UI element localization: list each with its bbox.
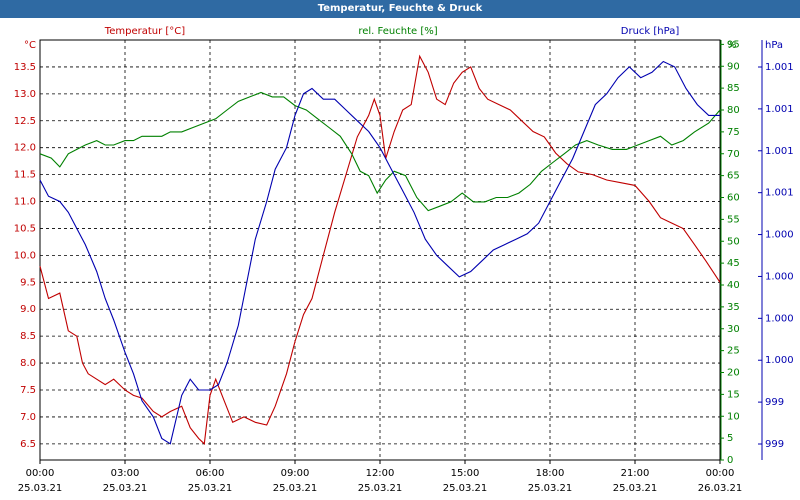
x-tick-time: 00:00	[26, 468, 55, 479]
left-tick-label: 7.0	[20, 412, 36, 423]
left-tick-label: 11.0	[14, 197, 36, 208]
x-tick-date: 25.03.21	[613, 483, 658, 494]
humidity-tick-label: 15	[727, 389, 740, 400]
pressure-tick-label: 1.001	[765, 188, 794, 199]
humidity-tick-label: 85	[727, 83, 740, 94]
left-tick-label: 12.5	[14, 116, 36, 127]
humidity-tick-label: 90	[727, 61, 740, 72]
humidity-tick-label: 80	[727, 105, 740, 116]
pressure-tick-label: 1.000	[765, 230, 794, 241]
left-tick-label: 8.0	[20, 358, 36, 369]
x-tick-time: 15:00	[451, 468, 480, 479]
humidity-tick-label: 40	[727, 280, 740, 291]
humidity-tick-label: 35	[727, 302, 740, 313]
humidity-tick-label: 50	[727, 236, 740, 247]
left-tick-label: 6.5	[20, 439, 36, 450]
left-tick-label: 8.5	[20, 331, 36, 342]
humidity-tick-label: 25	[727, 346, 740, 357]
humidity-tick-label: 60	[727, 193, 740, 204]
temperature-series-line	[39, 54, 721, 445]
humidity-tick-label: 95	[727, 39, 740, 50]
x-tick-date: 25.03.21	[358, 483, 403, 494]
humidity-tick-label: 45	[727, 258, 740, 269]
left-tick-label: 10.0	[14, 250, 36, 261]
left-tick-label: 10.5	[14, 223, 36, 234]
legend-entry: Temperatur [°C]	[104, 26, 185, 37]
axes	[39, 39, 763, 464]
x-tick-time: 09:00	[281, 468, 310, 479]
humidity-tick-label: 0	[727, 455, 733, 466]
x-tick-time: 21:00	[621, 468, 650, 479]
legend-entry: Druck [hPa]	[621, 26, 680, 37]
x-tick-date: 25.03.21	[443, 483, 488, 494]
humidity-axis-unit: %	[727, 40, 737, 51]
x-tick-date: 25.03.21	[188, 483, 233, 494]
x-tick-time: 03:00	[111, 468, 140, 479]
left-tick-label: 13.0	[14, 89, 36, 100]
humidity-tick-label: 30	[727, 324, 740, 335]
left-tick-label: 12.0	[14, 143, 36, 154]
x-tick-date: 25.03.21	[18, 483, 63, 494]
tick-labels: 6.5 7.0 7.5 8.0 8.5 9.0 9.5 10.0 10.5 11.0 11.5 12.…	[14, 26, 794, 494]
plot-frame	[39, 39, 721, 461]
x-tick-time: 18:00	[536, 468, 565, 479]
left-tick-label: 11.5	[14, 170, 36, 181]
pressure-tick-label: 1.001	[765, 62, 794, 73]
x-tick-date: 25.03.21	[103, 483, 148, 494]
pressure-tick-label: 999	[765, 397, 784, 408]
humidity-tick-label: 70	[727, 149, 740, 160]
left-tick-label: 7.5	[20, 385, 36, 396]
legend-entry: rel. Feuchte [%]	[358, 26, 437, 37]
pressure-tick-label: 1.000	[765, 313, 794, 324]
x-tick-date: 26.03.21	[698, 483, 743, 494]
humidity-tick-label: 5	[727, 433, 733, 444]
grid-lines	[40, 40, 720, 460]
pressure-tick-label: 1.001	[765, 104, 794, 115]
humidity-tick-label: 10	[727, 411, 740, 422]
x-tick-time: 06:00	[196, 468, 225, 479]
pressure-tick-label: 1.000	[765, 271, 794, 282]
pressure-axis-unit: hPa	[765, 40, 783, 51]
humidity-series-line	[39, 91, 721, 212]
chart-title: Temperatur, Feuchte & Druck	[0, 0, 800, 18]
humidity-tick-label: 65	[727, 171, 740, 182]
pressure-tick-label: 1.001	[765, 146, 794, 157]
x-tick-date: 25.03.21	[528, 483, 573, 494]
left-tick-label: 13.5	[14, 62, 36, 73]
left-axis-unit: °C	[24, 40, 36, 51]
humidity-tick-label: 20	[727, 368, 740, 379]
x-tick-time: 12:00	[366, 468, 395, 479]
x-tick-date: 25.03.21	[273, 483, 318, 494]
pressure-series-line	[39, 60, 720, 445]
x-tick-time: 00:00	[706, 468, 735, 479]
left-tick-label: 9.0	[20, 304, 36, 315]
left-tick-label: 9.5	[20, 277, 36, 288]
humidity-tick-label: 75	[727, 127, 740, 138]
pressure-tick-label: 999	[765, 439, 784, 450]
pressure-tick-label: 1.000	[765, 355, 794, 366]
humidity-tick-label: 55	[727, 214, 740, 225]
series-lines	[39, 54, 721, 445]
